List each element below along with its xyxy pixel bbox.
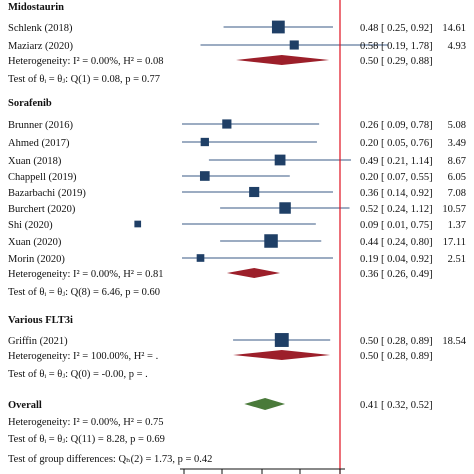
- weight-text: 5.08: [448, 120, 466, 131]
- effect-marker: [289, 40, 299, 50]
- ci-text: 0.48 [ 0.25, 0.92]: [360, 23, 433, 34]
- group-test-label: Test of θᵢ = θⱼ: Q(8) = 6.46, p = 0.60: [8, 287, 160, 298]
- effect-marker: [222, 119, 232, 129]
- weight-text: 8.67: [448, 156, 466, 167]
- ci-text: 0.26 [ 0.09, 0.78]: [360, 120, 433, 131]
- effect-marker: [271, 20, 285, 34]
- ci-text: 0.09 [ 0.01, 0.75]: [360, 220, 433, 231]
- study-label: Schlenk (2018): [8, 23, 73, 34]
- study-label: Maziarz (2020): [8, 41, 74, 52]
- ci-text: 0.20 [ 0.05, 0.76]: [360, 138, 433, 149]
- heterogeneity-label: Heterogeneity: I² = 0.00%, H² = 0.08: [8, 56, 163, 67]
- effect-marker: [200, 137, 209, 147]
- overall-title: Overall: [8, 400, 42, 411]
- group-test-label: Test of θᵢ = θⱼ: Q(1) = 0.08, p = 0.77: [8, 74, 160, 85]
- group-differences-label: Test of group differences: Qₕ(2) = 1.73,…: [8, 454, 212, 465]
- group-title: Sorafenib: [8, 98, 52, 109]
- ci-text: 0.44 [ 0.24, 0.80]: [360, 237, 433, 248]
- ci-text: 0.20 [ 0.07, 0.55]: [360, 172, 433, 183]
- weight-text: 7.08: [448, 188, 466, 199]
- summary-ci-text: 0.50 [ 0.28, 0.89]: [360, 351, 433, 362]
- ci-text: 0.50 [ 0.28, 0.89]: [360, 336, 433, 347]
- weight-text: 6.05: [448, 172, 466, 183]
- effect-marker: [199, 171, 210, 181]
- weight-text: 18.54: [442, 336, 466, 347]
- study-label: Bazarbachi (2019): [8, 188, 86, 199]
- study-label: Xuan (2018): [8, 156, 62, 167]
- ci-text: 0.49 [ 0.21, 1.14]: [360, 156, 433, 167]
- effect-marker: [249, 186, 260, 198]
- ci-text: 0.19 [ 0.04, 0.92]: [360, 254, 433, 265]
- effect-marker: [134, 220, 142, 228]
- overall-heterogeneity-label: Heterogeneity: I² = 0.00%, H² = 0.75: [8, 417, 163, 428]
- summary-ci-text: 0.36 [ 0.26, 0.49]: [360, 269, 433, 280]
- group-summary-diamond: [233, 350, 331, 360]
- effect-marker: [274, 333, 289, 347]
- study-label: Morin (2020): [8, 254, 65, 265]
- effect-marker: [279, 202, 291, 214]
- group-title: Midostaurin: [8, 2, 64, 13]
- weight-text: 2.51: [448, 254, 466, 265]
- weight-text: 3.49: [448, 138, 466, 149]
- summary-ci-text: 0.50 [ 0.29, 0.88]: [360, 56, 433, 67]
- weight-text: 14.61: [442, 23, 466, 34]
- weight-text: 1.37: [448, 220, 466, 231]
- ci-text: 0.58 [ 0.19, 1.78]: [360, 41, 433, 52]
- ci-text: 0.36 [ 0.14, 0.92]: [360, 188, 433, 199]
- study-label: Brunner (2016): [8, 120, 74, 131]
- overall-test-label: Test of θᵢ = θⱼ: Q(11) = 8.28, p = 0.69: [8, 434, 165, 445]
- study-label: Chappell (2019): [8, 172, 77, 183]
- heterogeneity-label: Heterogeneity: I² = 0.00%, H² = 0.81: [8, 269, 163, 280]
- weight-text: 17.11: [443, 237, 466, 248]
- group-summary-diamond: [236, 55, 330, 65]
- group-title: Various FLT3i: [8, 315, 73, 326]
- study-label: Burchert (2020): [8, 204, 76, 215]
- group-summary-diamond: [226, 268, 281, 278]
- heterogeneity-label: Heterogeneity: I² = 100.00%, H² = .: [8, 351, 158, 362]
- overall-ci-text: 0.41 [ 0.32, 0.52]: [360, 400, 433, 411]
- study-label: Ahmed (2017): [8, 138, 70, 149]
- effect-marker: [274, 154, 286, 166]
- effect-marker: [196, 254, 205, 262]
- study-label: Griffin (2021): [8, 336, 68, 347]
- study-label: Xuan (2020): [8, 237, 62, 248]
- weight-text: 4.93: [448, 41, 466, 52]
- overall-diamond: [244, 398, 286, 410]
- effect-marker: [264, 234, 278, 248]
- weight-text: 10.57: [442, 204, 466, 215]
- study-label: Shi (2020): [8, 220, 53, 231]
- group-test-label: Test of θᵢ = θⱼ: Q(0) = -0.00, p = .: [8, 369, 148, 380]
- ci-text: 0.52 [ 0.24, 1.12]: [360, 204, 433, 215]
